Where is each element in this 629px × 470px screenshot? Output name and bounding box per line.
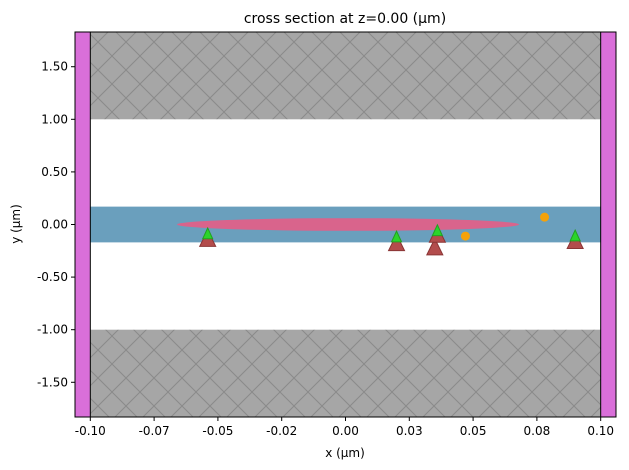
- marker-triangle-s0-1: [387, 233, 406, 252]
- marker-circle-1: [540, 212, 550, 222]
- y-tick-label: 1.50: [41, 60, 68, 74]
- y-tick-label: 0.50: [41, 165, 68, 179]
- x-tick-label: 0.00: [332, 424, 359, 438]
- x-tick-label: -0.02: [266, 424, 297, 438]
- right-boundary: [600, 32, 616, 417]
- chart-title: cross section at z=0.00 (μm): [244, 11, 446, 27]
- x-tick-label: 0.03: [396, 424, 423, 438]
- y-tick-label: -0.50: [37, 270, 68, 284]
- source-ellipse: [177, 218, 520, 231]
- x-tick-label: -0.10: [75, 424, 106, 438]
- top-cladding: [90, 32, 601, 120]
- x-tick-label: 0.10: [587, 424, 614, 438]
- left-boundary: [75, 32, 91, 417]
- x-tick-label: -0.05: [202, 424, 233, 438]
- x-tick-label: 0.05: [460, 424, 487, 438]
- y-tick-label: 1.00: [41, 112, 68, 126]
- marker-triangle-s1-2: [431, 223, 444, 237]
- y-tick-label: -1.50: [37, 375, 68, 389]
- y-tick-label: -1.00: [37, 323, 68, 337]
- marker-triangle-s1-0: [201, 226, 214, 240]
- y-tick-label: 0.00: [41, 218, 68, 232]
- x-tick-label: -0.07: [139, 424, 170, 438]
- marker-triangle-s1-1: [390, 229, 403, 243]
- marker-triangle-s1-3: [569, 228, 581, 242]
- y-axis-label: y (μm): [9, 204, 23, 244]
- marker-triangle-s0-2: [426, 237, 444, 256]
- marker-circle-0: [460, 231, 470, 241]
- bottom-cladding: [90, 329, 601, 417]
- x-tick-label: 0.08: [524, 424, 551, 438]
- x-axis-label: x (μm): [325, 446, 365, 460]
